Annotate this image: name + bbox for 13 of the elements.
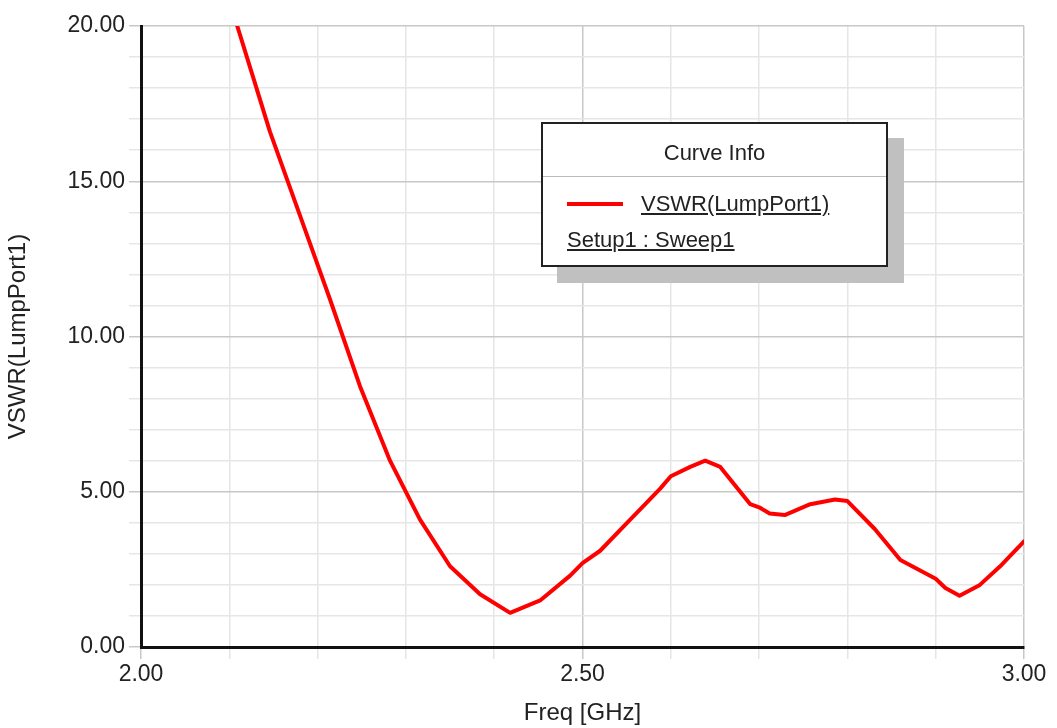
y-tick-label: 20.00 bbox=[67, 11, 125, 38]
y-tick-label: 5.00 bbox=[80, 477, 125, 504]
x-tick-label: 3.00 bbox=[1001, 660, 1047, 687]
x-tick-label: 2.50 bbox=[560, 660, 605, 687]
x-axis-title: Freq [GHz] bbox=[523, 698, 642, 726]
y-tick-label: 10.00 bbox=[67, 321, 125, 348]
y-tick-label: 0.00 bbox=[80, 632, 125, 659]
annotation: Setup1 : Sweep1 bbox=[566, 226, 736, 254]
legend-title: Curve Info bbox=[543, 124, 886, 177]
x-tick-label: 2.00 bbox=[118, 660, 164, 687]
y-tick-label: 15.00 bbox=[67, 166, 125, 193]
legend-label: VSWR(LumpPort1) bbox=[641, 191, 830, 217]
y-axis-title: VSWR(LumpPort1) bbox=[3, 233, 31, 440]
